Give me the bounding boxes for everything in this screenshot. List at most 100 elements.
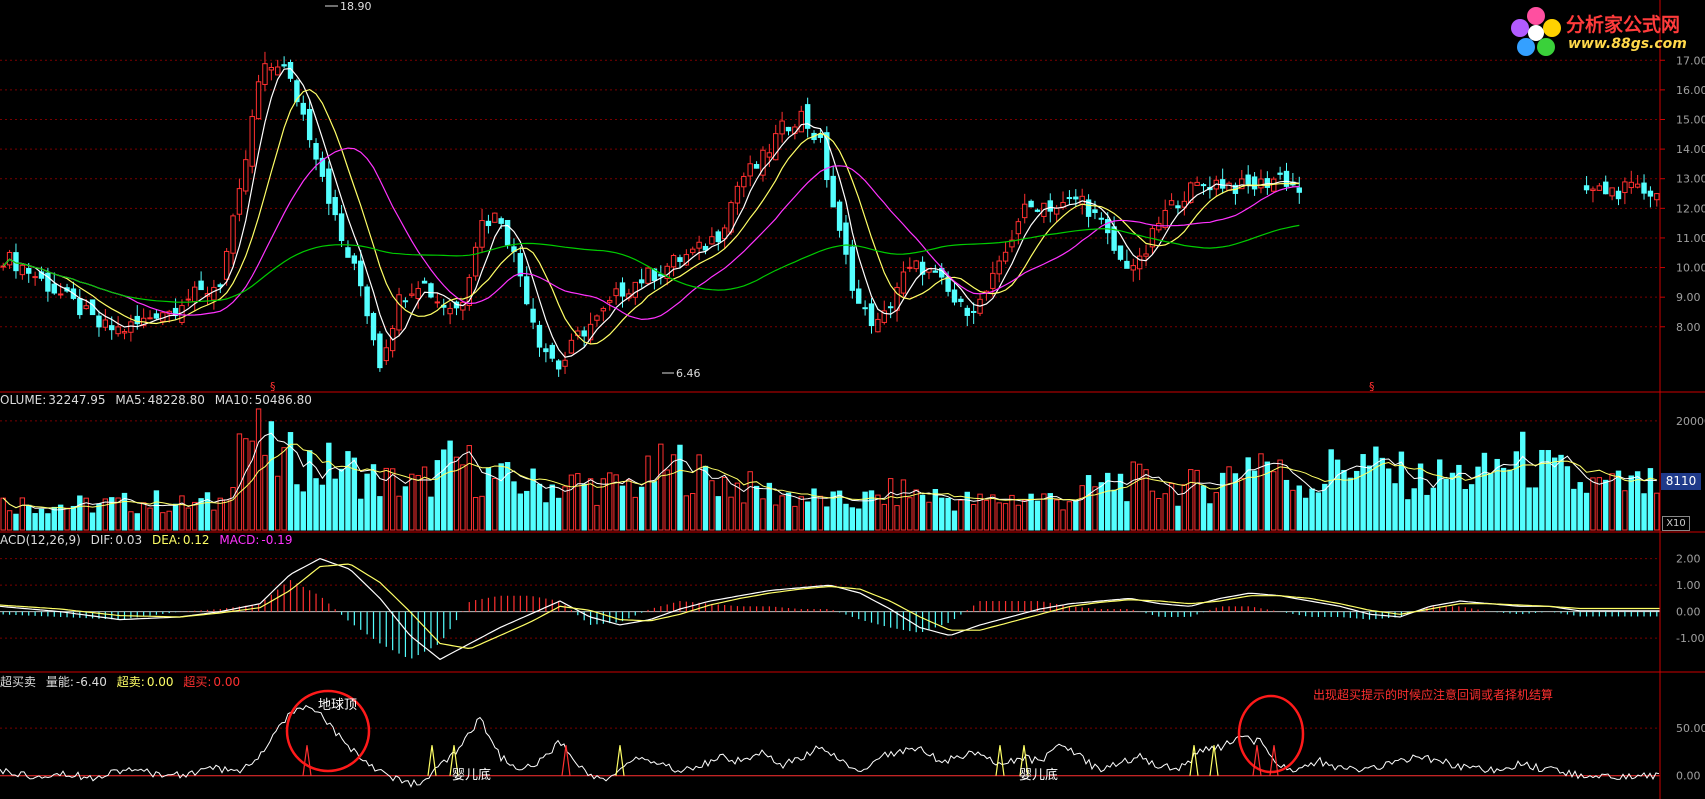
candle-body	[306, 108, 313, 141]
candle-body	[1009, 239, 1015, 248]
candle-body	[1641, 182, 1647, 194]
candle-body	[773, 133, 779, 161]
candle-body	[223, 250, 230, 280]
volume-bar	[1060, 509, 1066, 531]
candle-body	[1105, 219, 1111, 234]
macd-dif-line	[0, 557, 1660, 661]
candle-body	[1092, 209, 1098, 213]
volume-bar	[1379, 457, 1385, 531]
candle-body	[1085, 199, 1092, 217]
volume-bar	[1411, 488, 1417, 531]
candle-body	[1634, 183, 1641, 188]
logo-url: www.88gs.com	[1568, 36, 1687, 52]
volume-bar	[766, 482, 773, 531]
volume-bar	[1603, 479, 1609, 531]
volume-bar	[1277, 459, 1283, 531]
candle-body	[83, 305, 89, 310]
volume-bar	[447, 440, 453, 531]
volume-bar	[1207, 503, 1213, 531]
candle-body	[294, 80, 300, 103]
volume-header: OLUME: 32247.95 MA5: 48228.80 MA10: 50486.8…	[0, 393, 318, 407]
candle-body	[1136, 255, 1143, 270]
volume-bar	[1162, 493, 1168, 531]
volume-bar	[19, 497, 26, 531]
candle-body	[1117, 245, 1124, 260]
candle-body	[677, 257, 683, 262]
macd-value: -0.19	[261, 533, 293, 547]
volume-bar	[1430, 487, 1437, 531]
volume-bar	[1500, 467, 1507, 531]
volume-bar	[32, 513, 38, 531]
candle-body	[964, 307, 970, 316]
candle-body	[990, 272, 996, 289]
candle-body	[817, 133, 824, 138]
candle-body	[721, 227, 728, 240]
volume-bar	[1354, 470, 1360, 531]
candle-body	[466, 277, 472, 306]
dif-label: DIF:	[90, 533, 114, 547]
indicator-note: 出现超买提示的时候应注意回调或者择机结算	[1313, 688, 1554, 702]
candle-body	[364, 286, 370, 317]
oversold-spike	[427, 745, 437, 776]
volume-bar	[798, 496, 804, 531]
volume-bar	[830, 491, 836, 531]
split-marker: §	[1369, 380, 1375, 393]
candle-body	[460, 301, 466, 311]
volume-bar	[441, 449, 447, 531]
dif-value: 0.03	[115, 533, 143, 547]
volume-bar	[562, 486, 568, 531]
volume-bar	[919, 494, 926, 531]
volume-bar	[670, 454, 677, 531]
volume-bar	[498, 463, 504, 531]
volume-bar	[996, 502, 1002, 531]
candle-body	[862, 307, 868, 310]
candle-body	[887, 306, 894, 309]
candle-body	[1156, 222, 1162, 231]
volume-bar	[1347, 477, 1354, 531]
volume-bar	[1488, 473, 1494, 531]
volume-bar	[172, 503, 179, 531]
volume-bar	[1290, 489, 1296, 531]
price-high-label: 18.90	[340, 0, 372, 13]
candle-body	[1615, 190, 1622, 200]
volume-bar	[868, 490, 875, 531]
volume-bar	[1513, 451, 1520, 531]
volume-bar	[1634, 471, 1641, 531]
candle-body	[1654, 193, 1660, 201]
volume-bar	[358, 498, 364, 531]
candle-body	[472, 246, 479, 277]
volume-bar	[1360, 454, 1366, 531]
volume-bar	[881, 503, 887, 531]
volume-bar	[1577, 482, 1583, 531]
volume-bar	[1494, 458, 1500, 531]
candle-body	[1245, 174, 1251, 185]
volume-bar	[977, 493, 983, 531]
volume-bar	[1136, 463, 1143, 531]
candle-body	[530, 308, 536, 323]
volume-bar	[504, 462, 511, 531]
candle-body	[524, 276, 530, 305]
volume-bar	[1124, 501, 1130, 531]
macd-chart	[0, 557, 1660, 661]
oversold-spike	[995, 745, 1005, 776]
candle-body	[211, 286, 217, 301]
volume-bar	[1283, 479, 1290, 531]
volume-bar	[715, 496, 721, 531]
oversold-spike	[449, 745, 459, 776]
volume-bar	[804, 501, 811, 531]
volume-bar	[1034, 500, 1041, 531]
candle-body	[670, 254, 677, 268]
volume-bar	[1302, 497, 1309, 531]
volume-bar	[1373, 446, 1379, 531]
candle-body	[798, 110, 804, 133]
volume-bar	[370, 464, 377, 531]
candle-body	[849, 246, 856, 291]
volume-bar	[1194, 469, 1200, 531]
candle-body	[856, 288, 862, 304]
candle-body	[1188, 182, 1194, 203]
candle-body	[192, 286, 198, 303]
volume-bar	[83, 497, 89, 531]
candle-body	[1143, 253, 1149, 257]
candle-body	[1124, 260, 1130, 269]
volume-bar	[460, 464, 466, 531]
